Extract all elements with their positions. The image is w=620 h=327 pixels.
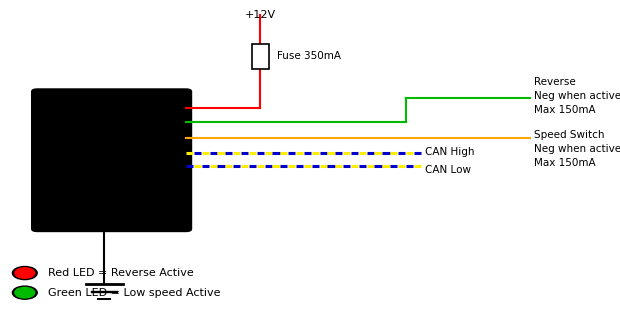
Text: Reverse
Neg when active
Max 150mA: Reverse Neg when active Max 150mA xyxy=(534,77,620,115)
Text: CAN Low: CAN Low xyxy=(425,165,471,175)
Text: +12V: +12V xyxy=(245,10,276,20)
Circle shape xyxy=(15,287,35,298)
Text: Fuse 350mA: Fuse 350mA xyxy=(277,51,340,61)
Text: CAN High: CAN High xyxy=(425,147,474,157)
Text: Speed Switch
Neg when active
Max 150mA: Speed Switch Neg when active Max 150mA xyxy=(534,130,620,168)
Bar xyxy=(252,44,269,69)
Circle shape xyxy=(12,267,37,280)
FancyBboxPatch shape xyxy=(31,88,192,232)
Circle shape xyxy=(15,268,35,278)
Circle shape xyxy=(12,286,37,299)
Text: Red LED = Reverse Active: Red LED = Reverse Active xyxy=(48,268,194,278)
Text: Green LED = Low speed Active: Green LED = Low speed Active xyxy=(48,288,221,298)
